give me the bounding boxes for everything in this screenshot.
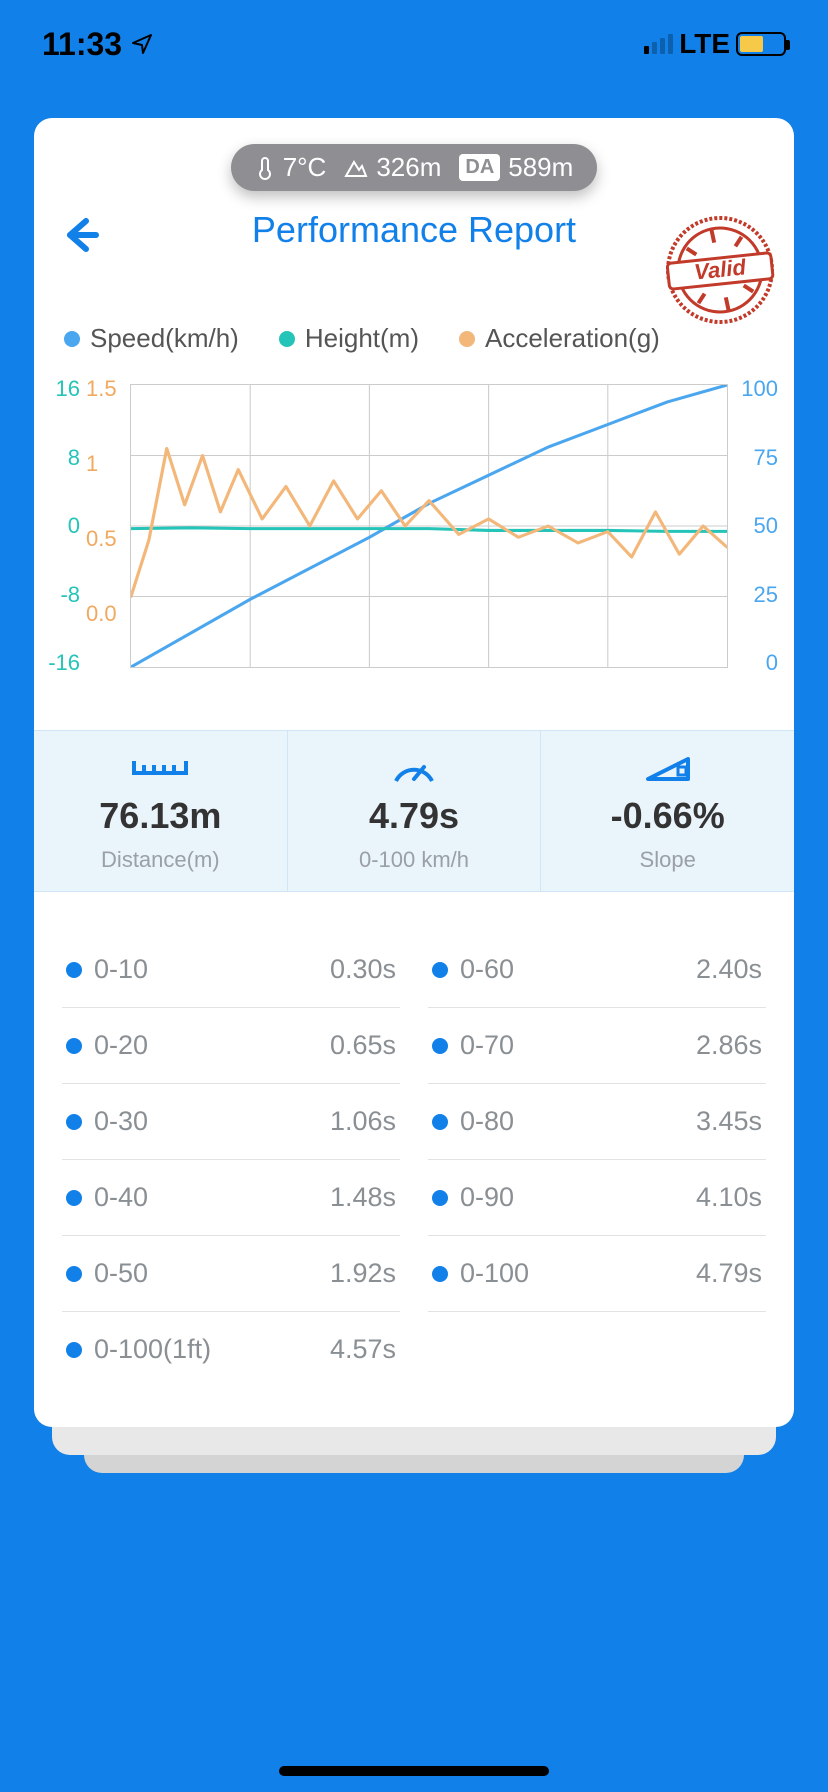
split-value: 0.30s (330, 954, 396, 985)
valid-stamp: Valid (649, 199, 791, 341)
bullet-icon (432, 962, 448, 978)
bullet-icon (432, 1114, 448, 1130)
split-value: 4.79s (696, 1258, 762, 1289)
metric-slope: -0.66% Slope (541, 731, 794, 891)
split-label: 0-40 (66, 1182, 148, 1213)
metrics-row: 76.13m Distance(m) 4.79s 0-100 km/h -0.6… (34, 730, 794, 892)
split-row: 0-90 4.10s (428, 1160, 766, 1236)
home-indicator (279, 1766, 549, 1776)
env-da: DA 589m (459, 152, 573, 183)
split-label: 0-80 (432, 1106, 514, 1137)
status-time: 11:33 (42, 26, 154, 63)
location-icon (130, 32, 154, 56)
battery-icon (736, 32, 786, 56)
y-axis-speed: 1007550250 (732, 376, 778, 676)
split-value: 4.57s (330, 1334, 396, 1365)
split-row: 0-30 1.06s (62, 1084, 400, 1160)
chart-plot-area (130, 384, 728, 668)
bullet-icon (66, 1038, 82, 1054)
env-temp: 7°C (255, 152, 327, 183)
back-button[interactable] (58, 213, 102, 268)
signal-icon (644, 34, 673, 54)
thermometer-icon (255, 155, 275, 181)
ruler-icon (42, 753, 279, 785)
split-value: 2.86s (696, 1030, 762, 1061)
metric-distance: 76.13m Distance(m) (34, 731, 288, 891)
split-value: 3.45s (696, 1106, 762, 1137)
gauge-icon (296, 753, 533, 785)
split-label: 0-60 (432, 954, 514, 985)
legend-speed: Speed(km/h) (64, 323, 239, 354)
split-value: 1.48s (330, 1182, 396, 1213)
split-row (428, 1312, 766, 1387)
split-row: 0-20 0.65s (62, 1008, 400, 1084)
metric-time: 4.79s 0-100 km/h (288, 731, 542, 891)
split-label: 0-70 (432, 1030, 514, 1061)
y-axis-height: 1680-8-16 (46, 376, 80, 676)
split-value: 4.10s (696, 1182, 762, 1213)
split-label: 0-50 (66, 1258, 148, 1289)
split-label: 0-100 (432, 1258, 529, 1289)
split-label: 0-10 (66, 954, 148, 985)
bullet-icon (432, 1038, 448, 1054)
da-badge: DA (459, 154, 500, 181)
split-label: 0-100(1ft) (66, 1334, 211, 1365)
split-value: 0.65s (330, 1030, 396, 1061)
split-row: 0-50 1.92s (62, 1236, 400, 1312)
slope-icon (549, 753, 786, 785)
split-value: 1.92s (330, 1258, 396, 1289)
env-pill: 7°C 326m DA 589m (231, 144, 598, 191)
bullet-icon (432, 1266, 448, 1282)
env-altitude: 326m (344, 152, 441, 183)
performance-chart: 1680-8-16 1.510.50.0 1007550250 (52, 376, 776, 676)
bullet-icon (66, 1114, 82, 1130)
split-label: 0-20 (66, 1030, 148, 1061)
network-label: LTE (679, 28, 730, 60)
split-label: 0-30 (66, 1106, 148, 1137)
bullet-icon (66, 1266, 82, 1282)
split-value: 2.40s (696, 954, 762, 985)
bullet-icon (66, 962, 82, 978)
status-bar: 11:33 LTE (0, 0, 828, 88)
y-axis-accel: 1.510.50.0 (86, 376, 124, 676)
bullet-icon (66, 1342, 82, 1358)
split-row: 0-100 4.79s (428, 1236, 766, 1312)
split-row: 0-70 2.86s (428, 1008, 766, 1084)
split-row: 0-10 0.30s (62, 932, 400, 1008)
status-right: LTE (644, 28, 786, 60)
page-title: Performance Report (252, 209, 576, 251)
mountain-icon (344, 158, 368, 178)
split-row: 0-100(1ft) 4.57s (62, 1312, 400, 1387)
bullet-icon (66, 1190, 82, 1206)
legend-height: Height(m) (279, 323, 419, 354)
split-row: 0-40 1.48s (62, 1160, 400, 1236)
splits-table: 0-10 0.30s 0-60 2.40s 0-20 0.65s 0-70 2.86s 0-30… (34, 892, 794, 1387)
split-label: 0-90 (432, 1182, 514, 1213)
split-row: 0-60 2.40s (428, 932, 766, 1008)
report-card: 7°C 326m DA 589m Performance Report (34, 118, 794, 1427)
legend-accel: Acceleration(g) (459, 323, 660, 354)
bullet-icon (432, 1190, 448, 1206)
split-value: 1.06s (330, 1106, 396, 1137)
split-row: 0-80 3.45s (428, 1084, 766, 1160)
